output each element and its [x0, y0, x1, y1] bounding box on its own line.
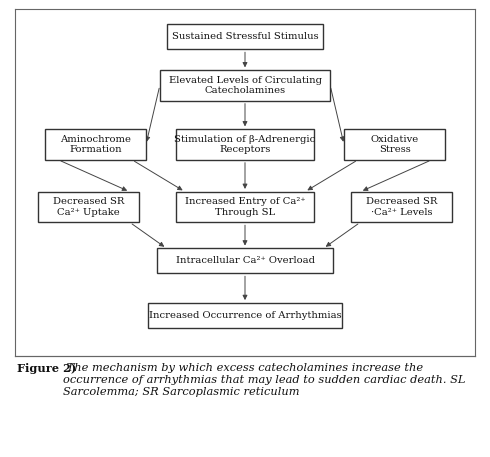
FancyBboxPatch shape — [167, 24, 323, 49]
Text: Increased Entry of Ca²⁺
Through SL: Increased Entry of Ca²⁺ Through SL — [185, 197, 305, 217]
FancyBboxPatch shape — [148, 303, 342, 328]
Text: Intracellular Ca²⁺ Overload: Intracellular Ca²⁺ Overload — [175, 256, 315, 266]
Text: Decreased SR
Ca²⁺ Uptake: Decreased SR Ca²⁺ Uptake — [53, 197, 124, 217]
FancyBboxPatch shape — [176, 192, 314, 223]
Text: Increased Occurrence of Arrhythmias: Increased Occurrence of Arrhythmias — [148, 311, 342, 320]
Text: Sustained Stressful Stimulus: Sustained Stressful Stimulus — [172, 32, 318, 42]
Text: The mechanism by which excess catecholamines increase the
occurrence of arrhythm: The mechanism by which excess catecholam… — [63, 363, 465, 397]
Text: Aminochrome
Formation: Aminochrome Formation — [60, 135, 131, 154]
FancyBboxPatch shape — [176, 129, 314, 160]
FancyBboxPatch shape — [160, 70, 330, 101]
FancyBboxPatch shape — [45, 129, 146, 160]
Text: Decreased SR
·Ca²⁺ Levels: Decreased SR ·Ca²⁺ Levels — [366, 197, 437, 217]
FancyBboxPatch shape — [38, 192, 139, 223]
FancyBboxPatch shape — [157, 249, 333, 273]
Text: Elevated Levels of Circulating
Catecholamines: Elevated Levels of Circulating Catechola… — [169, 76, 321, 95]
FancyBboxPatch shape — [344, 129, 445, 160]
FancyBboxPatch shape — [351, 192, 452, 223]
Text: Oxidative
Stress: Oxidative Stress — [370, 135, 419, 154]
Text: Stimulation of β-Adrenergic
Receptors: Stimulation of β-Adrenergic Receptors — [174, 135, 316, 154]
Text: Figure 2): Figure 2) — [17, 363, 76, 374]
